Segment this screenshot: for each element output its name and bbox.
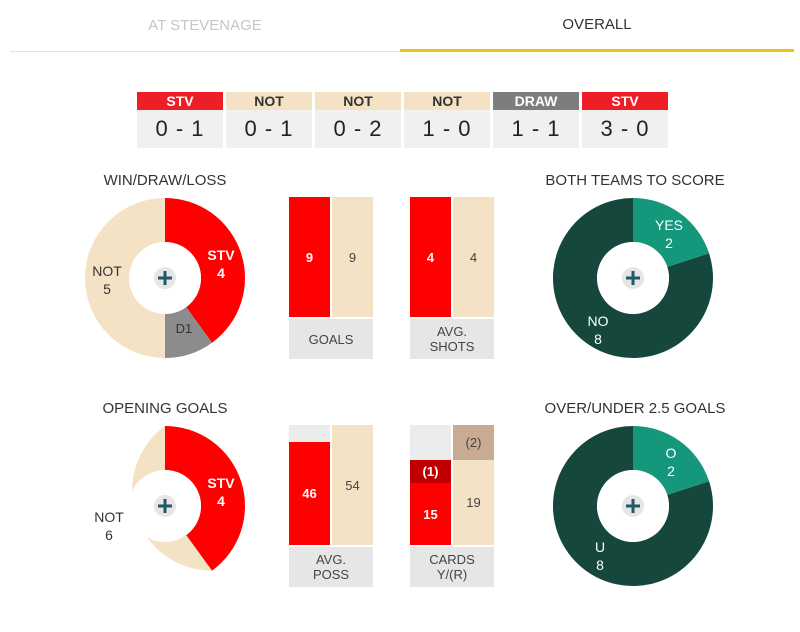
- result-5: DRAW 1 - 1: [493, 92, 579, 148]
- stv-segment[interactable]: [165, 426, 245, 571]
- not-yellow-cards-bar[interactable]: 19: [453, 460, 494, 545]
- btts-yes-value: 2: [665, 235, 673, 251]
- plus-icon[interactable]: [622, 495, 644, 517]
- not-segment[interactable]: [85, 198, 165, 358]
- under-value: 8: [596, 557, 604, 573]
- result-score: 0 - 1: [137, 110, 223, 148]
- result-score: 3 - 0: [582, 110, 668, 148]
- not-poss-bar[interactable]: 54: [332, 425, 373, 545]
- btts-no-label: NO: [588, 313, 609, 329]
- goals-label: GOALS: [289, 319, 373, 359]
- result-4: NOT 1 - 0: [404, 92, 490, 148]
- over-value: 2: [667, 463, 675, 479]
- stv-shots-bar[interactable]: 4: [410, 197, 451, 317]
- btts-title: BOTH TEAMS TO SCORE: [545, 172, 725, 189]
- avg-poss-comparison: 46 54 AVG. POSS: [289, 425, 373, 587]
- avg-shots-label: AVG. SHOTS: [410, 319, 494, 359]
- opening-goals-chart: STV 4 NOT 6: [94, 426, 245, 571]
- btts-yes-label: YES: [655, 217, 683, 233]
- stv-label: STV: [207, 247, 235, 263]
- plus-icon[interactable]: [154, 267, 176, 289]
- recent-results: STV 0 - 1 NOT 0 - 1 NOT 0 - 2 NOT 1 - 0 …: [137, 92, 671, 148]
- result-team: NOT: [226, 92, 312, 110]
- result-6: STV 3 - 0: [582, 92, 668, 148]
- plus-icon[interactable]: [622, 267, 644, 289]
- result-score: 0 - 1: [226, 110, 312, 148]
- result-team: STV: [582, 92, 668, 110]
- not-label: NOT: [94, 509, 124, 525]
- tab-at-stevenage[interactable]: AT STEVENAGE: [10, 0, 400, 52]
- opening-goals-title: OPENING GOALS: [102, 400, 228, 417]
- over-under-title: OVER/UNDER 2.5 GOALS: [544, 400, 726, 417]
- result-team: NOT: [315, 92, 401, 110]
- over-under-chart: O 2 U 8: [553, 426, 713, 586]
- not-value: 6: [105, 527, 113, 543]
- stv-segment[interactable]: [165, 198, 245, 343]
- goals-comparison: 9 9 GOALS: [289, 197, 373, 359]
- tab-overall[interactable]: OVERALL: [400, 0, 794, 52]
- btts-yes-segment[interactable]: [633, 198, 710, 267]
- btts-no-segment[interactable]: [553, 198, 713, 358]
- result-score: 1 - 0: [404, 110, 490, 148]
- over-label: O: [666, 445, 677, 461]
- under-label: U: [595, 539, 605, 555]
- draw-label: D: [176, 321, 185, 336]
- result-team: NOT: [404, 92, 490, 110]
- over-segment[interactable]: [633, 426, 710, 495]
- stv-cards-remainder: [410, 425, 451, 460]
- btts-no-value: 8: [594, 331, 602, 347]
- stv-poss-bar[interactable]: 46: [289, 442, 330, 545]
- result-3: NOT 0 - 2: [315, 92, 401, 148]
- stv-yellow-cards-bar[interactable]: 15: [410, 483, 451, 545]
- not-label: NOT: [92, 263, 122, 279]
- result-team: STV: [137, 92, 223, 110]
- not-goals-bar[interactable]: 9: [332, 197, 373, 317]
- not-value: 5: [103, 281, 111, 297]
- plus-icon[interactable]: [154, 495, 176, 517]
- stv-goals-bar[interactable]: 9: [289, 197, 330, 317]
- stv-poss-remainder: [289, 425, 330, 442]
- result-1: STV 0 - 1: [137, 92, 223, 148]
- stv-value: 4: [217, 265, 225, 281]
- stv-label: STV: [207, 475, 235, 491]
- under-segment[interactable]: [553, 426, 713, 586]
- win-draw-loss-chart: STV 4 D 1 NOT 5: [85, 198, 245, 358]
- win-draw-loss-title: WIN/DRAW/LOSS: [103, 172, 227, 189]
- not-shots-bar[interactable]: 4: [453, 197, 494, 317]
- stv-red-cards-bar[interactable]: (1): [410, 460, 451, 483]
- cards-comparison: (1) 15 (2) 19 CARDS Y/(R): [410, 425, 494, 587]
- result-score: 0 - 2: [315, 110, 401, 148]
- draw-value: 1: [185, 321, 192, 336]
- result-team: DRAW: [493, 92, 579, 110]
- stv-value: 4: [217, 493, 225, 509]
- not-red-cards-bar[interactable]: (2): [453, 425, 494, 460]
- draw-segment[interactable]: [165, 307, 213, 358]
- btts-chart: YES 2 NO 8: [553, 198, 713, 358]
- result-score: 1 - 1: [493, 110, 579, 148]
- avg-poss-label: AVG. POSS: [289, 547, 373, 587]
- cards-label: CARDS Y/(R): [410, 547, 494, 587]
- avg-shots-comparison: 4 4 AVG. SHOTS: [410, 197, 494, 359]
- result-2: NOT 0 - 1: [226, 92, 312, 148]
